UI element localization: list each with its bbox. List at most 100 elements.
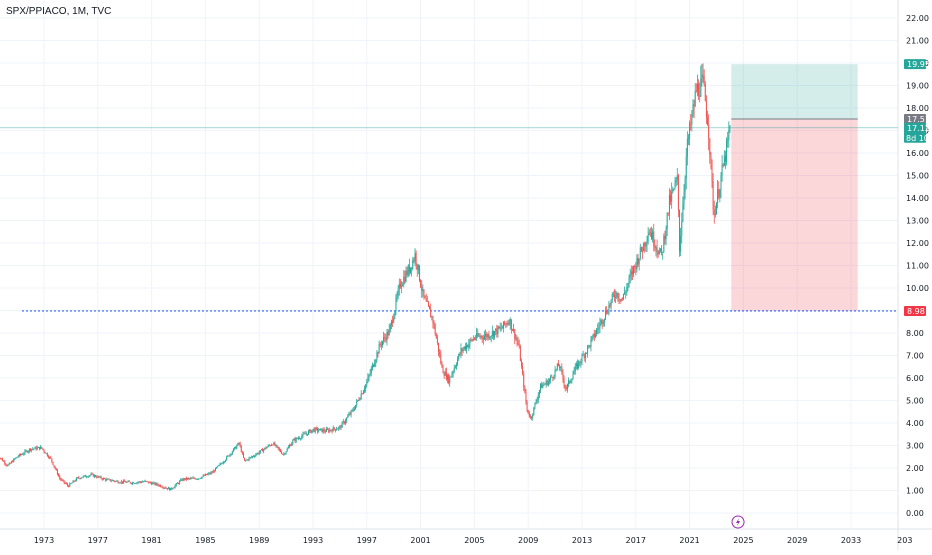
candle (659, 248, 661, 251)
candle (334, 429, 336, 431)
candle (541, 384, 543, 389)
candle (22, 454, 24, 456)
candle (475, 338, 477, 340)
candle (459, 354, 461, 355)
candle (227, 455, 229, 457)
candle (721, 164, 723, 176)
candle (338, 427, 340, 429)
candle (203, 475, 205, 477)
candle (389, 325, 391, 329)
candle (362, 391, 364, 394)
candle (403, 276, 405, 285)
candle (109, 479, 111, 481)
candle (226, 456, 228, 461)
candle (687, 138, 689, 139)
candle (99, 476, 101, 478)
candle (194, 478, 196, 480)
candle (234, 447, 236, 449)
candle (483, 336, 485, 340)
candle (257, 453, 259, 455)
candle (708, 125, 710, 139)
candle (716, 203, 717, 215)
candle (685, 156, 687, 179)
candle (376, 352, 378, 360)
candle (71, 482, 73, 484)
candle (342, 421, 344, 423)
candle (435, 334, 437, 339)
entry-price-tag: 17.51 (907, 115, 930, 124)
candle (91, 473, 93, 475)
candle (508, 322, 510, 325)
candle (207, 474, 209, 475)
target-price-tag: 19.95 (907, 60, 930, 69)
candle (417, 265, 419, 271)
stop-zone[interactable] (731, 119, 858, 311)
candle (143, 481, 145, 483)
candle (202, 475, 204, 477)
candle (696, 83, 698, 92)
candle (106, 478, 108, 481)
candle (156, 483, 158, 485)
x-tick-label: 2005 (464, 536, 484, 545)
candle (631, 271, 633, 274)
candle (470, 339, 472, 341)
candle (15, 457, 17, 459)
candle (524, 387, 526, 392)
candle (148, 482, 150, 483)
candle (605, 310, 607, 319)
candle (387, 331, 389, 336)
candle (702, 74, 704, 77)
x-tick-label: 1977 (88, 536, 108, 545)
candle (67, 483, 69, 486)
candle (365, 384, 367, 389)
candle (481, 336, 483, 339)
candle (529, 416, 531, 418)
candle (588, 345, 590, 347)
candle (175, 483, 177, 486)
candle (625, 292, 627, 294)
candle (101, 478, 103, 480)
candle (34, 447, 36, 449)
candle (191, 478, 193, 479)
candle (690, 123, 692, 125)
candle (105, 478, 107, 481)
candle (463, 346, 465, 349)
candle (327, 429, 329, 430)
candle (188, 478, 190, 480)
candle (81, 477, 83, 479)
candle (290, 445, 292, 447)
candle (70, 483, 72, 485)
candle (636, 257, 638, 270)
candle (527, 409, 529, 414)
candle (155, 483, 157, 485)
candle (320, 428, 322, 430)
x-tick-label: 2001 (410, 536, 430, 545)
candle (460, 348, 462, 355)
candle (461, 348, 463, 351)
candle (170, 487, 172, 491)
candle (42, 448, 44, 450)
candle (585, 352, 587, 354)
candle (573, 371, 575, 375)
candle (449, 377, 451, 384)
candle (426, 301, 428, 303)
candle (691, 114, 693, 125)
candle (390, 320, 392, 326)
candle (37, 447, 39, 448)
candle (10, 461, 12, 464)
candle (525, 391, 527, 403)
target-zone[interactable] (731, 64, 858, 120)
candle (724, 155, 726, 162)
candle (61, 480, 63, 481)
candle (601, 319, 603, 324)
candle (393, 317, 395, 323)
candle (478, 335, 480, 337)
candle (673, 188, 675, 190)
current-price-tag: 17.12 (907, 124, 930, 133)
candle (501, 327, 503, 329)
x-tick-label: 203 (897, 536, 912, 545)
candle (466, 345, 468, 350)
current-price-tag-bg (904, 122, 926, 143)
candle (228, 455, 230, 457)
